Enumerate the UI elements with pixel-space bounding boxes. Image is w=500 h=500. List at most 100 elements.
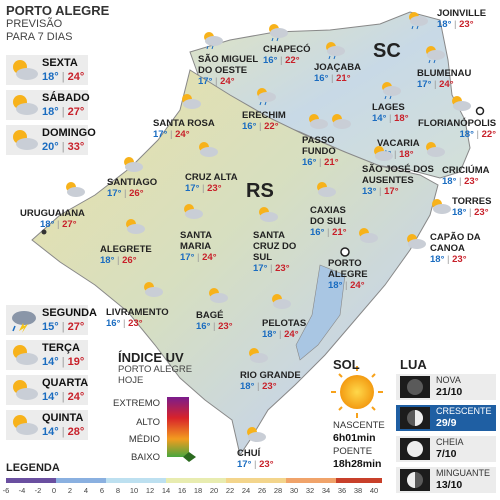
city-label: CRICIÚMA 18° | 23° <box>442 165 490 187</box>
city-label: SANTA ROSA 17° | 24° <box>153 118 215 140</box>
legend-tick-label: 2 <box>67 486 73 495</box>
legend-tick-label: -4 <box>18 486 26 495</box>
legend-tick-label: 40 <box>369 486 379 495</box>
sun-rain-icon <box>409 12 428 30</box>
sun-cloud-icon <box>359 228 378 243</box>
sunset-label: POENTE <box>333 446 373 457</box>
sun-rain-icon <box>326 42 345 60</box>
sun-cloud-icon <box>66 182 85 197</box>
city-label: PASSO FUNDO 16° | 21° <box>302 135 339 168</box>
forecast-day: SEGUNDA 15° | 27° <box>6 305 97 335</box>
sun-title: SOL <box>333 357 360 372</box>
city-label: CAXIAS DO SUL 16° | 21° <box>310 205 347 238</box>
forecast-header: PORTO ALEGRE PREVISÃO PARA 7 DIAS <box>6 4 116 44</box>
sun-cloud-icon <box>426 142 445 157</box>
uv-level-medio: MÉDIO <box>128 434 160 445</box>
legend-tick-label: 0 <box>51 486 57 495</box>
city-label: SANTA CRUZ DO SUL 17° | 23° <box>253 230 297 274</box>
city-label: JOINVILLE 18° | 23° <box>437 8 487 30</box>
uv-marker-icon <box>183 452 196 462</box>
sun-cloud-icon <box>317 182 336 197</box>
sunrise-time: 6h01min <box>333 432 376 444</box>
city-label: CHAPECÓ 16° | 22° <box>263 44 311 66</box>
sun-icon <box>331 366 383 418</box>
day-temps: 15° | 27° <box>42 321 85 333</box>
uv-level-alto: ALTO <box>136 417 160 428</box>
capital-marker-sc-icon <box>475 106 485 116</box>
forecast-day: DOMINGO 20° | 33° <box>6 125 96 155</box>
sunrise-label: NASCENTE <box>333 420 385 431</box>
sun-cloud-icon <box>332 114 351 129</box>
waning-moon-icon <box>400 469 430 491</box>
sun-cloud-icon <box>126 219 145 234</box>
sun-rain-icon <box>269 24 288 42</box>
temperature-legend-bar <box>6 478 382 483</box>
legend-tick-label: 6 <box>99 486 105 495</box>
uv-scale-bar <box>167 397 189 457</box>
moon-phase-crescente: CRESCENTE 29/9 <box>396 405 496 431</box>
sunset-time: 18h28min <box>333 458 382 470</box>
day-name: QUINTA <box>42 412 84 424</box>
forecast-day: SÁBADO 18° | 27° <box>6 90 90 120</box>
sun-rain-icon <box>382 82 401 100</box>
legend-tick-label: 4 <box>83 486 89 495</box>
legend-tick-label: 20 <box>209 486 219 495</box>
sun-cloud-icon <box>13 95 38 115</box>
sun-cloud-icon <box>124 157 143 172</box>
day-temps: 18° | 24° <box>42 71 85 83</box>
legend-tick-label: 30 <box>289 486 299 495</box>
day-name: DOMINGO <box>42 127 96 139</box>
legend-tick-label: 8 <box>115 486 121 495</box>
sun-cloud-icon <box>407 234 426 249</box>
city-label: JOAÇABA 16° | 21° <box>314 62 361 84</box>
uv-subtitle: PORTO ALEGRE HOJE <box>118 364 193 386</box>
lagoa-shape <box>295 264 346 361</box>
city-label: PELOTAS 18° | 24° <box>262 318 307 340</box>
city-label: BAGÉ 16° | 23° <box>196 310 233 332</box>
city-label: RIO GRANDE 18° | 23° <box>240 370 301 392</box>
city-label: ALEGRETE 18° | 26° <box>100 244 152 266</box>
sun-rain-icon <box>257 88 276 106</box>
city-label: CHUÍ 17° | 23° <box>237 448 274 470</box>
sun-cloud-icon <box>199 142 218 157</box>
crescent-moon-icon <box>400 407 430 429</box>
city-dot-icon <box>41 229 47 235</box>
header-title: PORTO ALEGRE <box>6 3 110 18</box>
sun-cloud-icon <box>249 348 268 363</box>
state-label-rs: RS <box>246 180 274 202</box>
legend-tick-label: 18 <box>193 486 203 495</box>
sun-cloud-icon <box>374 146 393 161</box>
uv-title: ÍNDICE UV <box>118 350 184 365</box>
capital-marker-icon <box>340 247 350 257</box>
city-label: SÃO MIGUEL DO OESTE 17° | 24° <box>198 54 258 87</box>
city-label: SÃO JOSÉ DOS AUSENTES 13° | 17° <box>362 164 434 197</box>
day-temps: 14° | 28° <box>42 426 85 438</box>
moon-phase-nova: NOVA 21/10 <box>396 374 496 400</box>
day-temps: 14° | 24° <box>42 391 85 403</box>
legend-tick-label: 12 <box>145 486 155 495</box>
legend-tick-label: 36 <box>337 486 347 495</box>
sun-cloud-icon <box>13 415 38 435</box>
sun-cloud-icon <box>432 199 451 214</box>
forecast-day: QUARTA 14° | 24° <box>6 375 88 405</box>
sun-cloud-icon <box>184 204 203 219</box>
legend-tick-label: 16 <box>177 486 187 495</box>
sun-cloud-icon <box>13 60 38 80</box>
sun-cloud-icon <box>144 282 163 297</box>
day-name: SÁBADO <box>42 92 90 104</box>
legend-tick-label: -2 <box>34 486 42 495</box>
state-label-sc: SC <box>373 40 401 62</box>
day-temps: 20° | 33° <box>42 141 85 153</box>
day-temps: 14° | 19° <box>42 356 85 368</box>
sun-cloud-icon <box>209 288 228 303</box>
forecast-day: SEXTA 18° | 24° <box>6 55 88 85</box>
storm-icon <box>12 311 36 333</box>
legend-tick-label: 22 <box>225 486 235 495</box>
city-label: LIVRAMENTO 16° | 23° <box>106 307 169 329</box>
city-label: SANTA MARIA 17° | 24° <box>180 230 217 263</box>
city-label: CRUZ ALTA 17° | 23° <box>185 172 238 194</box>
uv-level-baixo: BAIXO <box>130 452 160 463</box>
sun-cloud-icon <box>182 94 201 109</box>
legend-tick-label: 28 <box>273 486 283 495</box>
sun-cloud-icon <box>247 427 266 442</box>
